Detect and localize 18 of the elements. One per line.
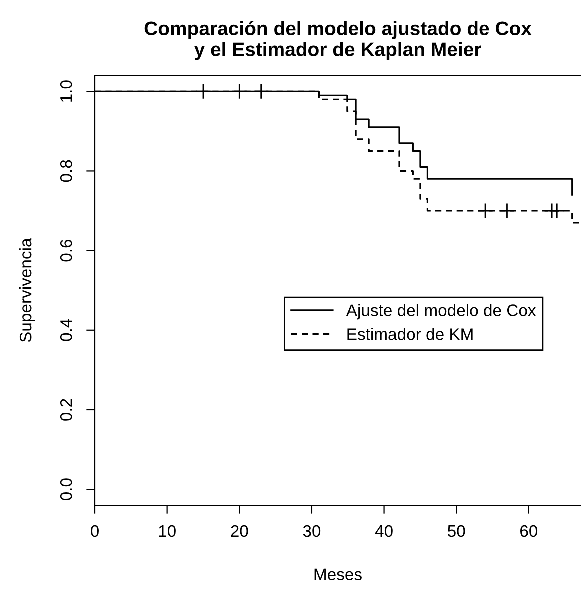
y-tick-label: 0.0 [60, 478, 72, 501]
y-tick-label: 0.8 [60, 160, 72, 182]
x-tick-label: 30 [303, 525, 321, 538]
x-axis-title: Meses [314, 568, 362, 580]
x-tick-label: 0 [91, 525, 99, 538]
x-tick-label: 10 [159, 525, 176, 538]
x-tick-label: 20 [231, 525, 248, 538]
y-tick-label: 0.6 [60, 240, 72, 262]
y-tick-label: 1.0 [60, 80, 72, 102]
y-tick-label: 0.2 [60, 399, 72, 421]
chart-title: Comparación del modelo ajustado de Cox y el Estimador de Kaplan Meier [144, 21, 532, 60]
legend-label: Ajuste del modelo de Cox [346, 304, 536, 320]
x-tick-label: 60 [520, 525, 538, 538]
legend-label: Estimador de KM [348, 328, 473, 340]
x-tick-label: 50 [448, 525, 466, 538]
y-axis-title: Supervivencia [19, 238, 36, 342]
y-tick-label: 0.4 [60, 319, 72, 342]
x-tick-label: 40 [375, 525, 393, 538]
